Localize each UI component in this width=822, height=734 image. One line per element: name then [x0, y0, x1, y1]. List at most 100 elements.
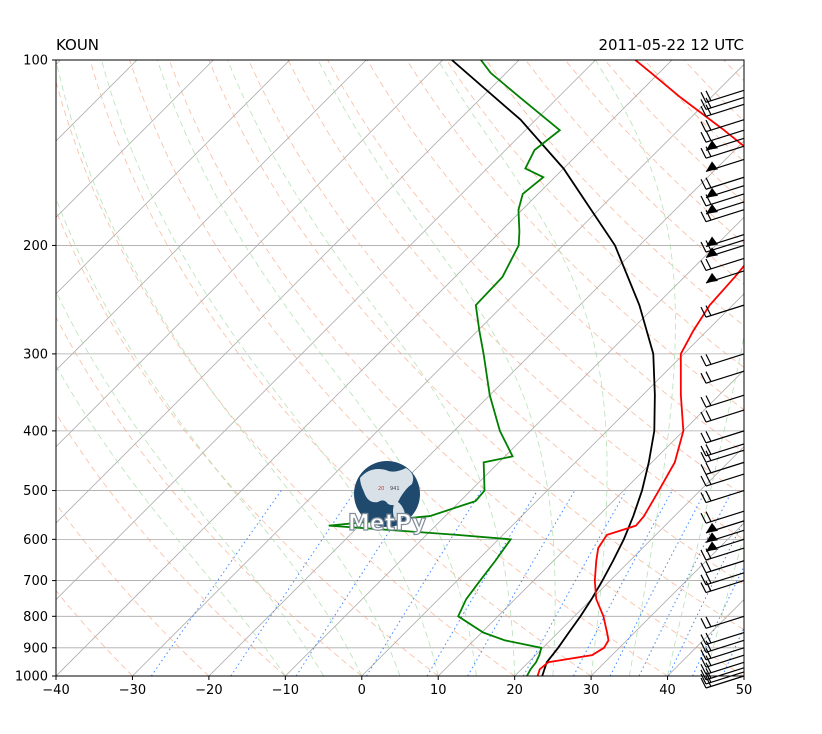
- metpy-logo: 20 941 MetPy: [347, 461, 427, 537]
- moist-adiabat: [437, 60, 608, 676]
- barb-staff: [705, 449, 745, 463]
- wind-barb: [700, 473, 745, 487]
- dry-adiabat: [366, 60, 744, 453]
- logo-land: 20 941: [360, 468, 414, 521]
- dry-adiabat: [604, 60, 744, 203]
- barb-staff: [705, 647, 745, 661]
- wind-barb: [700, 409, 745, 423]
- barb-feather: [700, 669, 707, 681]
- x-tick-label: −10: [272, 683, 299, 698]
- isotherm-line: [208, 140, 744, 676]
- barb-feather: [700, 574, 707, 586]
- barb-staff: [705, 580, 745, 594]
- dry-adiabat: [564, 60, 744, 244]
- barb-feather: [700, 99, 707, 110]
- barb-feather: [700, 656, 707, 668]
- wind-barb: [705, 529, 745, 543]
- moist-adiabat: [595, 60, 676, 676]
- temperature-profile-line: [536, 60, 744, 676]
- x-tick-label: 0: [358, 683, 366, 698]
- barb-flag: [706, 522, 718, 533]
- wind-barb: [700, 647, 745, 661]
- dry-adiabat: [248, 60, 744, 585]
- barb-feather: [705, 676, 712, 687]
- dry-adiabat: [683, 60, 744, 122]
- barb-staff: [705, 489, 745, 504]
- isotherm-line: [361, 293, 744, 676]
- logo-island: [393, 500, 405, 521]
- y-tick-label: 500: [23, 484, 48, 499]
- barb-staff: [705, 209, 745, 223]
- dry-adiabat: [208, 60, 744, 631]
- wind-barb: [700, 257, 745, 272]
- barb-feather: [705, 662, 712, 674]
- wind-barb: [700, 430, 745, 444]
- barb-staff: [705, 119, 745, 133]
- station-title: KOUN: [56, 36, 100, 54]
- barb-feather: [705, 431, 712, 442]
- isotherm-line: [514, 446, 744, 676]
- background-grid: [56, 60, 822, 676]
- barb-staff: [705, 103, 745, 117]
- barb-staff: [705, 129, 745, 143]
- y-tick-label: 200: [23, 239, 48, 254]
- wind-barb: [700, 560, 745, 574]
- isotherm-line: [56, 60, 443, 448]
- barb-feather: [700, 131, 707, 143]
- wind-barb: [700, 510, 745, 524]
- barb-staff: [705, 510, 745, 524]
- dry-adiabat: [129, 60, 668, 676]
- dry-adiabat: [803, 60, 822, 676]
- y-tick-label: 1000: [15, 670, 48, 685]
- isotherm-line: [743, 675, 744, 676]
- isotherm-line: [56, 60, 367, 371]
- barb-feather: [700, 260, 707, 271]
- barb-feather: [705, 90, 712, 102]
- logo-tiny-text: 20: [378, 486, 384, 492]
- y-tick-label: 900: [23, 641, 48, 656]
- barb-staff: [705, 193, 745, 207]
- wind-barb: [705, 201, 745, 215]
- barb-flag: [706, 203, 718, 214]
- moist-adiabat: [56, 290, 324, 676]
- barb-feather: [700, 147, 707, 159]
- x-tick-label: 50: [736, 683, 753, 698]
- barb-feather: [700, 492, 707, 503]
- barb-feather: [705, 258, 712, 270]
- wind-barb: [700, 449, 745, 463]
- y-tick-label: 100: [23, 54, 48, 69]
- barb-feather: [700, 355, 707, 367]
- barb-feather: [700, 582, 707, 593]
- wind-barbs: [700, 89, 745, 689]
- wind-barb: [700, 176, 745, 190]
- y-tick-label: 600: [23, 533, 48, 548]
- barb-feather: [700, 372, 707, 384]
- barb-feather: [705, 490, 712, 502]
- barb-staff: [705, 560, 745, 574]
- wind-barb: [700, 129, 745, 143]
- isotherm-line: [132, 63, 744, 676]
- wind-barb: [700, 96, 745, 110]
- dry-adiabat: [56, 80, 515, 676]
- wind-barb: [700, 353, 745, 367]
- barb-feather: [700, 178, 707, 190]
- wind-barb: [700, 580, 745, 594]
- barb-feather: [700, 562, 707, 574]
- dewpoint-profile-line: [328, 60, 562, 676]
- dry-adiabat: [56, 209, 439, 676]
- wind-barb: [705, 520, 745, 534]
- dry-adiabat: [168, 60, 744, 676]
- x-tick-label: −40: [42, 683, 69, 698]
- barb-flag: [706, 541, 718, 552]
- barb-feather: [705, 119, 712, 131]
- dry-adiabat: [723, 60, 744, 82]
- logo-continent: [360, 468, 414, 506]
- wind-barb: [700, 119, 745, 133]
- barb-staff: [705, 430, 745, 444]
- dry-adiabat: [56, 590, 133, 676]
- x-tick-label: −30: [119, 683, 146, 698]
- barb-feather: [700, 195, 707, 207]
- y-tick-label: 400: [23, 424, 48, 439]
- barb-feather: [700, 649, 707, 661]
- wind-barb: [700, 461, 745, 475]
